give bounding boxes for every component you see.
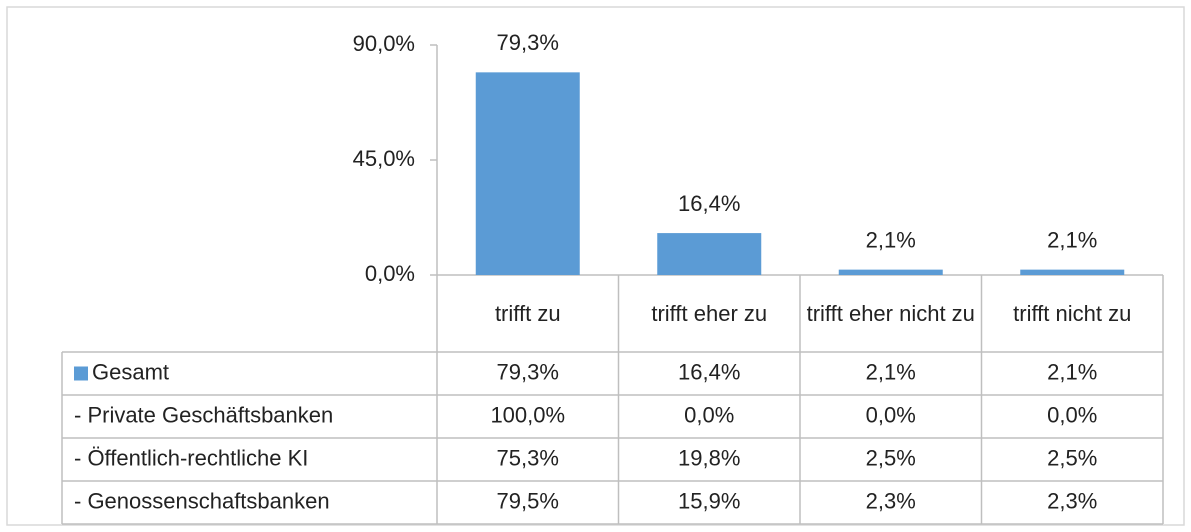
x-tick-label-box: trifft zu <box>494 300 561 326</box>
table-cell: 2,3% <box>1047 488 1097 513</box>
bar <box>838 269 943 275</box>
chart-border <box>6 6 1185 526</box>
x-tick-label-box: trifft eher nicht zu <box>806 300 975 326</box>
x-tick-label: trifft eher nicht zu <box>806 300 975 326</box>
table-cell: 15,9% <box>678 488 740 513</box>
y-tick-label: 0,0% <box>365 261 415 286</box>
table-cell: 2,5% <box>866 445 916 470</box>
table-cell: 19,8% <box>678 445 740 470</box>
table-cell: 2,3% <box>866 488 916 513</box>
table-cell: 2,1% <box>866 359 916 384</box>
table-cell: 0,0% <box>866 402 916 427</box>
table-cell: 79,5% <box>497 488 559 513</box>
x-tick-label-box: trifft nicht zu <box>1013 300 1132 326</box>
x-tick-label-box: trifft eher zu <box>651 300 768 326</box>
table-cell: 2,1% <box>1047 359 1097 384</box>
bar <box>657 233 762 275</box>
table-cell: 79,3% <box>497 359 559 384</box>
data-label: 79,3% <box>497 30 559 55</box>
table-cell: 2,5% <box>1047 445 1097 470</box>
table-row-label: - Genossenschaftsbanken <box>74 488 330 513</box>
legend-swatch <box>74 366 88 381</box>
y-tick-label: 45,0% <box>353 146 415 171</box>
table-cell: 100,0% <box>490 402 565 427</box>
table-cell: 16,4% <box>678 359 740 384</box>
data-label: 2,1% <box>1047 227 1097 252</box>
data-label: 2,1% <box>866 227 916 252</box>
table-cell: 0,0% <box>684 402 734 427</box>
bar <box>475 72 580 275</box>
bar <box>1020 269 1125 275</box>
table-cell: 0,0% <box>1047 402 1097 427</box>
y-tick-label: 90,0% <box>353 31 415 56</box>
x-tick-label: trifft zu <box>494 300 561 326</box>
table-cell: 75,3% <box>497 445 559 470</box>
data-label: 16,4% <box>678 191 740 216</box>
x-tick-label: trifft nicht zu <box>1013 300 1132 326</box>
table-row-label: - Öffentlich-rechtliche KI <box>74 445 308 470</box>
x-tick-label: trifft eher zu <box>651 300 768 326</box>
table-row-label: - Private Geschäftsbanken <box>74 402 333 427</box>
legend-label: Gesamt <box>92 359 169 384</box>
